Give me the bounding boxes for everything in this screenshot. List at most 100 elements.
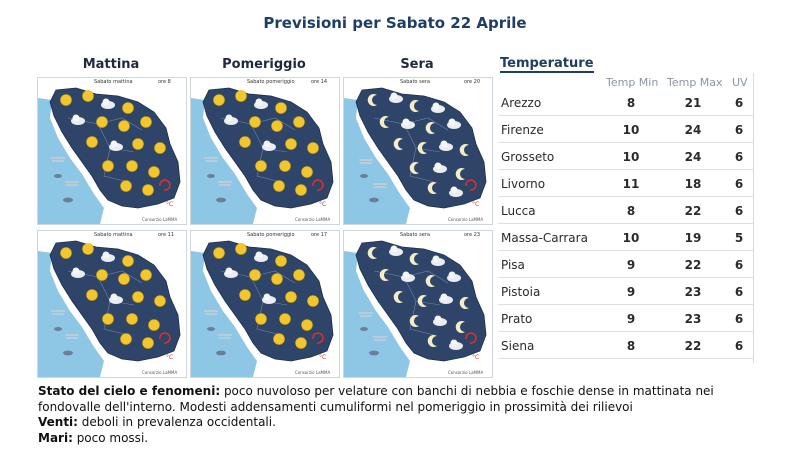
uv-value: 5	[734, 231, 744, 245]
temp-min-value: 8	[626, 204, 636, 218]
svg-text:°C: °C	[319, 354, 326, 361]
temp-min-value: 8	[626, 339, 636, 353]
uv-value: 6	[734, 204, 744, 218]
temp-min-value: 10	[622, 150, 640, 164]
map-hour: ore 17	[311, 232, 328, 238]
temp-max-value: 24	[684, 150, 702, 164]
table-divider	[753, 73, 754, 363]
temp-max-value: 24	[684, 123, 702, 137]
map-credit: Consorzio LaMMA	[295, 217, 331, 222]
map-credit: Consorzio LaMMA	[142, 370, 178, 375]
tuscany-map-graphic: °C	[191, 78, 339, 224]
uv-value: 6	[734, 123, 744, 137]
uv-value: 6	[734, 312, 744, 326]
table-row: Pisa 9 22 6	[498, 250, 753, 278]
table-row: Massa-Carrara 10 19 5	[498, 223, 753, 251]
uv-value: 6	[734, 285, 744, 299]
map-credit: Consorzio LaMMA	[448, 217, 484, 222]
map-caption: Sabato pomeriggio	[247, 232, 295, 238]
page-title: Previsioni per Sabato 22 Aprile	[263, 14, 527, 32]
forecast-description: Stato del cielo e fenomeni: poco nuvolos…	[38, 384, 760, 446]
map-hour: ore 8	[158, 79, 171, 85]
map-credit: Consorzio LaMMA	[295, 370, 331, 375]
map-credit: Consorzio LaMMA	[142, 217, 178, 222]
city-name: Livorno	[501, 177, 546, 191]
uv-value: 6	[734, 258, 744, 272]
map-caption: Sabato pomeriggio	[247, 79, 295, 85]
header-temp-max: Temp Max	[667, 76, 723, 89]
map-caption: Sabato sera	[400, 79, 430, 85]
forecast-map: °C Sabato mattina ore 8 Consorzio LaMMA	[37, 77, 187, 225]
temp-max-value: 23	[684, 285, 702, 299]
map-caption: Sabato mattina	[94, 79, 133, 85]
temp-min-value: 10	[622, 123, 640, 137]
city-name: Arezzo	[501, 96, 542, 110]
temp-max-value: 19	[684, 231, 702, 245]
city-name: Prato	[501, 312, 533, 326]
temp-max-value: 22	[684, 339, 702, 353]
map-caption: Sabato sera	[400, 232, 430, 238]
table-row: Lucca 8 22 6	[498, 196, 753, 224]
header-uv: UV	[732, 76, 748, 89]
temp-max-value: 23	[684, 312, 702, 326]
table-row: Livorno 11 18 6	[498, 169, 753, 197]
forecast-map: °C Sabato sera ore 23 Consorzio LaMMA	[343, 230, 493, 378]
temp-min-value: 9	[626, 258, 636, 272]
uv-value: 6	[734, 96, 744, 110]
tuscany-map-graphic: °C	[344, 231, 492, 377]
wind-line: Venti: deboli in prevalenza occidentali.	[38, 415, 760, 431]
sky-text: poco nuvoloso per velature con banchi di…	[38, 384, 714, 414]
temperature-heading: Temperature	[500, 56, 594, 73]
uv-value: 6	[734, 150, 744, 164]
table-row: Firenze 10 24 6	[498, 115, 753, 143]
temp-max-value: 22	[684, 204, 702, 218]
svg-text:°C: °C	[472, 354, 479, 361]
map-credit: Consorzio LaMMA	[448, 370, 484, 375]
table-row: Siena 8 22 6	[498, 331, 753, 359]
wind-label: Venti:	[38, 415, 78, 429]
city-name: Pistoia	[501, 285, 541, 299]
uv-value: 6	[734, 339, 744, 353]
svg-text:°C: °C	[472, 201, 479, 208]
temp-max-value: 22	[684, 258, 702, 272]
sky-line: Stato del cielo e fenomeni: poco nuvolos…	[38, 384, 760, 415]
header-temp-min: Temp Min	[606, 76, 659, 89]
sky-label: Stato del cielo e fenomeni:	[38, 384, 221, 398]
column-mattina: Mattina	[82, 57, 140, 72]
sea-label: Mari:	[38, 430, 73, 445]
wind-text: deboli in prevalenza occidentali.	[77, 415, 276, 429]
table-row: Arezzo 8 21 6	[498, 88, 753, 116]
temp-min-value: 9	[626, 312, 636, 326]
city-name: Pisa	[501, 258, 525, 272]
map-hour: ore 11	[158, 232, 175, 238]
city-name: Firenze	[501, 123, 544, 137]
temp-min-value: 8	[626, 96, 636, 110]
tuscany-map-graphic: °C	[38, 231, 186, 377]
temp-max-value: 21	[684, 96, 702, 110]
map-hour: ore 23	[464, 232, 481, 238]
svg-text:°C: °C	[319, 201, 326, 208]
forecast-map: °C Sabato mattina ore 11 Consorzio LaMMA	[37, 230, 187, 378]
temp-min-value: 9	[626, 285, 636, 299]
column-pomeriggio: Pomeriggio	[222, 57, 306, 72]
city-name: Grosseto	[501, 150, 555, 164]
city-name: Siena	[501, 339, 535, 353]
temp-min-value: 10	[622, 231, 640, 245]
city-name: Lucca	[501, 204, 536, 218]
map-hour: ore 14	[311, 79, 328, 85]
forecast-map: °C Sabato pomeriggio ore 14 Consorzio LaMMA	[190, 77, 340, 225]
city-name: Massa-Carrara	[501, 231, 588, 245]
temp-min-value: 11	[622, 177, 640, 191]
map-caption: Sabato mattina	[94, 232, 133, 238]
table-row: Grosseto 10 24 6	[498, 142, 753, 170]
column-sera: Sera	[400, 57, 434, 72]
svg-text:°C: °C	[166, 201, 173, 208]
uv-value: 6	[734, 177, 744, 191]
forecast-map: °C Sabato sera ore 20 Consorzio LaMMA	[343, 77, 493, 225]
tuscany-map-graphic: °C	[191, 231, 339, 377]
tuscany-map-graphic: °C	[344, 78, 492, 224]
svg-text:°C: °C	[166, 354, 173, 361]
sea-text: poco mossi.	[72, 430, 149, 445]
forecast-map: °C Sabato pomeriggio ore 17 Consorzio LaMMA	[190, 230, 340, 378]
sea-line: Mari: poco mossi.	[38, 431, 760, 447]
